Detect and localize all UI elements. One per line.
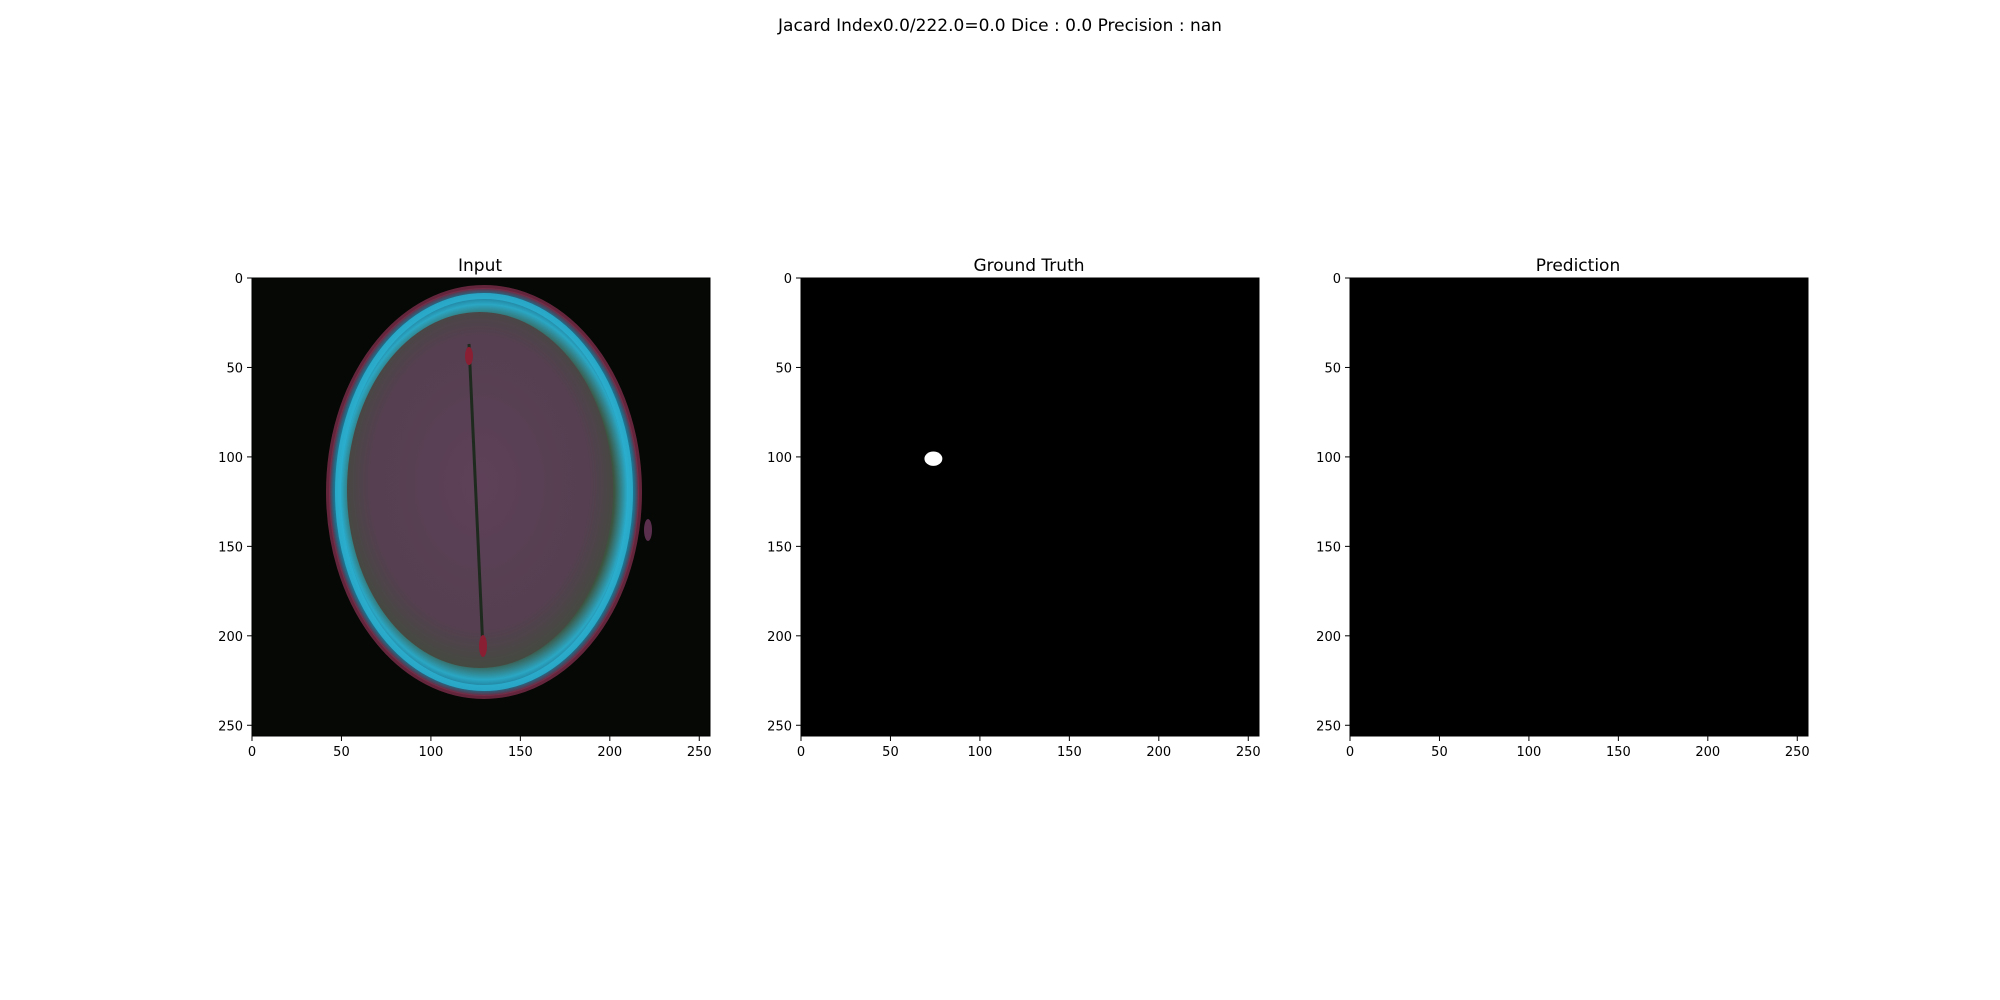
input-image (252, 278, 710, 736)
input-ear (644, 519, 652, 541)
prediction-ytick-label: 200 (1316, 630, 1341, 645)
prediction-xtick-label: 250 (1785, 745, 1810, 760)
panel-ground-truth-title: Ground Truth (973, 256, 1084, 276)
input-ytick-label: 50 (226, 361, 243, 376)
ground-truth-xtick-label: 100 (967, 745, 992, 760)
ground-truth-ytick-label: 250 (767, 719, 792, 734)
prediction-image (1350, 278, 1808, 736)
panel-prediction: Prediction 0 50 100 150 200 250 0 50 100 150 200 25… (1316, 256, 1810, 760)
ground-truth-image (801, 278, 1259, 736)
panel-prediction-title: Prediction (1536, 256, 1620, 276)
panel-ground-truth: Ground Truth 0 50 100 150 200 250 0 50 100 150 200… (767, 256, 1261, 760)
ground-truth-mask-blob (924, 451, 943, 466)
prediction-ytick-label: 0 (1333, 272, 1341, 287)
prediction-axes-frame (1349, 277, 1809, 737)
ground-truth-ticks: 0 50 100 150 200 250 0 50 100 150 200 250 (767, 272, 1261, 760)
input-ytick-label: 250 (218, 719, 243, 734)
prediction-xtick-label: 50 (1431, 745, 1448, 760)
ground-truth-ytick-label: 150 (767, 540, 792, 555)
prediction-xtick-label: 200 (1695, 745, 1720, 760)
input-xtick-label: 0 (248, 745, 256, 760)
input-xtick-label: 150 (508, 745, 533, 760)
prediction-ticks: 0 50 100 150 200 250 0 50 100 150 200 250 (1316, 272, 1810, 760)
ground-truth-ytick-label: 0 (784, 272, 792, 287)
input-axes-frame (251, 277, 711, 737)
prediction-xtick-label: 150 (1606, 745, 1631, 760)
input-xtick-label: 250 (687, 745, 712, 760)
prediction-xtick-label: 0 (1346, 745, 1354, 760)
input-brain (347, 312, 613, 668)
prediction-xtick-label: 100 (1516, 745, 1541, 760)
ground-truth-ytick-label: 50 (775, 361, 792, 376)
prediction-ytick-label: 250 (1316, 719, 1341, 734)
input-vessel-bottom (479, 635, 487, 657)
input-ytick-label: 150 (218, 540, 243, 555)
input-vessel-top (465, 347, 473, 365)
ground-truth-xtick-label: 0 (797, 745, 805, 760)
ground-truth-xtick-label: 150 (1057, 745, 1082, 760)
input-xtick-label: 200 (597, 745, 622, 760)
input-ytick-label: 100 (218, 451, 243, 466)
panel-input-title: Input (458, 256, 502, 276)
ground-truth-xtick-label: 250 (1236, 745, 1261, 760)
input-xtick-label: 50 (333, 745, 350, 760)
ground-truth-axes-frame (800, 277, 1260, 737)
prediction-ytick-label: 100 (1316, 451, 1341, 466)
input-ytick-label: 200 (218, 630, 243, 645)
figure-suptitle: Jacard Index0.0/222.0=0.0 Dice : 0.0 Pre… (778, 16, 1222, 36)
prediction-ytick-label: 50 (1324, 361, 1341, 376)
prediction-ytick-label: 150 (1316, 540, 1341, 555)
ground-truth-xtick-label: 200 (1146, 745, 1171, 760)
panel-input: Input 0 50 100 150 200 250 0 50 100 150 200 250 (218, 256, 712, 760)
ground-truth-mask (924, 451, 943, 466)
input-scalp-ring (335, 293, 633, 691)
input-ytick-label: 0 (235, 272, 243, 287)
ground-truth-ytick-label: 200 (767, 630, 792, 645)
input-midline (467, 343, 485, 651)
input-scalp-outer (326, 285, 642, 699)
ground-truth-ytick-label: 100 (767, 451, 792, 466)
input-xtick-label: 100 (418, 745, 443, 760)
input-ticks: 0 50 100 150 200 250 0 50 100 150 200 250 (218, 272, 712, 760)
ground-truth-xtick-label: 50 (882, 745, 899, 760)
